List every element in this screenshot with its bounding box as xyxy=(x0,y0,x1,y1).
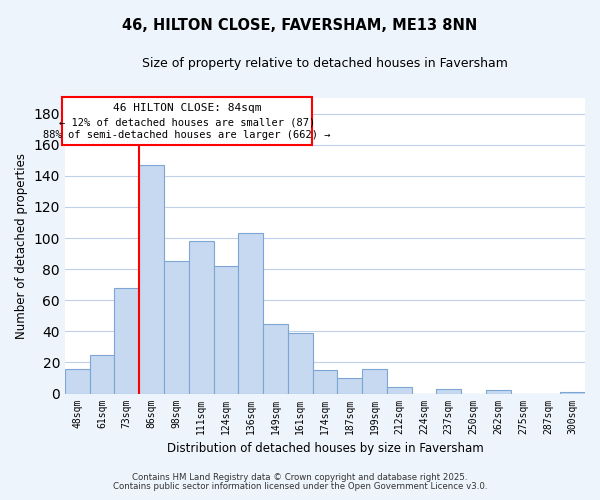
Bar xyxy=(238,234,263,394)
Bar xyxy=(263,324,288,394)
Bar xyxy=(189,241,214,394)
Bar xyxy=(115,288,139,394)
Bar xyxy=(164,262,189,394)
Bar xyxy=(214,266,238,394)
Text: ← 12% of detached houses are smaller (87): ← 12% of detached houses are smaller (87… xyxy=(59,118,315,128)
Text: Contains public sector information licensed under the Open Government Licence v3: Contains public sector information licen… xyxy=(113,482,487,491)
Bar xyxy=(89,354,115,394)
Y-axis label: Number of detached properties: Number of detached properties xyxy=(15,153,28,339)
Text: 88% of semi-detached houses are larger (662) →: 88% of semi-detached houses are larger (… xyxy=(43,130,331,140)
Bar xyxy=(387,388,412,394)
Text: Contains HM Land Registry data © Crown copyright and database right 2025.: Contains HM Land Registry data © Crown c… xyxy=(132,474,468,482)
Bar xyxy=(313,370,337,394)
Bar xyxy=(139,165,164,394)
Bar xyxy=(560,392,585,394)
Bar xyxy=(362,368,387,394)
Bar xyxy=(486,390,511,394)
Bar xyxy=(436,389,461,394)
Text: 46, HILTON CLOSE, FAVERSHAM, ME13 8NN: 46, HILTON CLOSE, FAVERSHAM, ME13 8NN xyxy=(122,18,478,32)
Bar xyxy=(288,333,313,394)
X-axis label: Distribution of detached houses by size in Faversham: Distribution of detached houses by size … xyxy=(167,442,484,455)
Bar xyxy=(65,368,89,394)
FancyBboxPatch shape xyxy=(62,96,312,146)
Bar xyxy=(337,378,362,394)
Title: Size of property relative to detached houses in Faversham: Size of property relative to detached ho… xyxy=(142,58,508,70)
Text: 46 HILTON CLOSE: 84sqm: 46 HILTON CLOSE: 84sqm xyxy=(113,104,262,114)
